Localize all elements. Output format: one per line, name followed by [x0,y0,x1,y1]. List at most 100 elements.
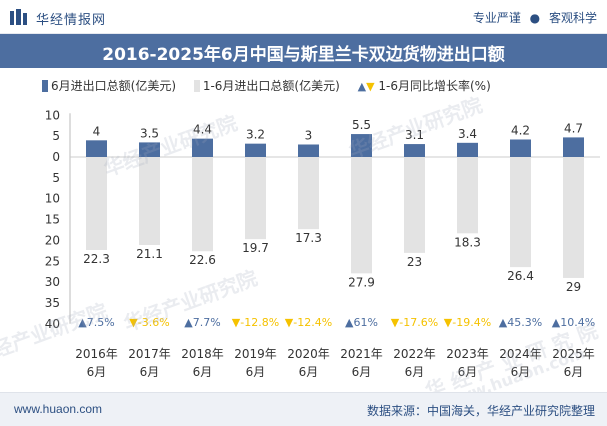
data-label-june: 4.2 [511,123,530,137]
x-tick-label-month: 6月 [246,365,266,379]
tagline-2: 客观科学 [548,11,597,25]
data-label-h1: 21.1 [136,247,163,261]
x-tick-label-year: 2017年 [128,347,171,361]
y-tick-label: 5 [52,129,60,143]
data-label-june: 4.4 [193,123,212,137]
growth-label: ▲7.7% [184,316,220,329]
bar-h1 [298,157,319,230]
footer-website-link[interactable]: www.huaon.com [14,402,103,416]
bar-h1 [139,157,160,245]
footer-source: 数据来源：中国海关，华经产业研究院整理 [366,404,595,418]
data-label-h1: 19.7 [242,241,269,255]
tagline-1: 专业严谨 [472,11,521,25]
y-tick-label: 10 [45,192,60,206]
x-tick-label-year: 2020年 [287,347,330,361]
y-tick-label: 25 [45,254,60,268]
x-tick-label-year: 2022年 [393,347,436,361]
bar-june [510,139,531,157]
bar-june [86,140,107,157]
y-tick-label: 20 [45,233,60,247]
y-tick-label: 5 [52,171,60,185]
data-label-june: 4 [93,124,101,138]
y-tick-label: 40 [45,317,60,331]
legend-swatch-june [42,80,48,92]
growth-label: ▼-12.8% [232,316,279,329]
data-label-june: 3.4 [458,127,477,141]
brand-name: 华经情报网 [36,13,107,28]
growth-label: ▲45.3% [499,316,542,329]
x-tick-label-month: 6月 [564,365,584,379]
y-tick-label: 35 [45,296,60,310]
data-label-h1: 26.4 [507,269,534,283]
footer: www.huaon.com 数据来源：中国海关，华经产业研究院整理 [0,392,607,426]
growth-label: ▼-12.4% [285,316,332,329]
bar-june [139,142,160,157]
x-tick-label-year: 2021年 [340,347,383,361]
x-tick-label-year: 2024年 [499,347,542,361]
legend-up-triangle-icon: ▲ [357,80,367,93]
legend-label-june: 6月进出口总额(亿美元) [51,79,176,93]
x-tick-label-month: 6月 [87,365,107,379]
bar-june [245,143,266,157]
data-label-h1: 18.3 [454,235,481,249]
bar-h1 [351,157,372,274]
x-tick-label-month: 6月 [193,365,213,379]
top-header: 华经情报网 专业严谨 ● 客观科学 [0,0,607,34]
bar-june [563,137,584,157]
legend-down-triangle-icon: ▼ [366,80,375,93]
x-tick-label-month: 6月 [140,365,160,379]
x-tick-label-month: 6月 [405,365,425,379]
x-tick-label-year: 2025年 [552,347,595,361]
data-label-june: 3.1 [405,128,424,142]
chart-title: 2016-2025年6月中国与斯里兰卡双边货物进出口额 [102,45,505,65]
data-label-june: 4.7 [564,121,583,135]
bar-h1 [510,157,531,268]
data-label-h1: 29 [566,280,581,294]
y-tick-label: 10 [45,108,60,122]
x-tick-label-month: 6月 [511,365,531,379]
data-label-h1: 17.3 [295,231,322,245]
legend-swatch-h1 [193,80,200,92]
tagline-dot: ● [529,11,541,25]
y-tick-label: 0 [52,150,60,164]
chart-area: 10 5 0 5 10 15 20 25 30 35 40 22.3 4 ▲7.5% 2016年 6月 21.1… [45,108,600,379]
legend-item-june: 6月进出口总额(亿美元) [42,77,176,94]
chart-legend: 6月进出口总额(亿美元) 1-6月进出口总额(亿美元) ▲▼ 1-6月同比增长率… [42,77,505,93]
bar-h1 [245,157,266,240]
data-label-h1: 27.9 [348,275,375,289]
growth-label: ▼-3.6% [129,316,169,329]
data-label-june: 3.5 [140,126,159,140]
data-label-h1: 23 [407,255,422,269]
x-tick-label-month: 6月 [458,365,478,379]
x-tick-label-year: 2023年 [446,347,489,361]
legend-item-h1: 1-6月进出口总额(亿美元) [193,77,340,94]
bar-h1 [192,157,213,252]
data-label-june: 3.2 [246,128,265,142]
x-tick-label-month: 6月 [352,365,372,379]
tagline: 专业严谨 ● 客观科学 [473,9,597,26]
x-tick-label-year: 2019年 [234,347,277,361]
legend-item-growth: ▲▼ 1-6月同比增长率(%) [358,77,491,94]
x-tick-label-year: 2018年 [181,347,224,361]
bar-june [404,144,425,157]
data-label-h1: 22.3 [83,252,110,266]
growth-label: ▲7.5% [78,316,114,329]
bar-h1 [86,157,107,250]
bar-june [192,138,213,157]
growth-label: ▲10.4% [552,316,595,329]
x-tick-label-year: 2016年 [75,347,118,361]
legend-label-growth: 1-6月同比增长率(%) [378,79,491,93]
bar-june [298,144,319,157]
bar-june [351,134,372,157]
data-label-june: 5.5 [352,118,371,132]
bar-h1 [457,157,478,234]
growth-label: ▼-19.4% [444,316,491,329]
title-bar: 2016-2025年6月中国与斯里兰卡双边货物进出口额 [0,34,607,68]
huajing-logo-icon [10,9,27,25]
y-tick-label: 30 [45,275,60,289]
legend-label-h1: 1-6月进出口总额(亿美元) [202,79,340,93]
bar-june [457,142,478,157]
bar-h1 [563,157,584,278]
growth-label: ▲61% [345,316,378,329]
data-label-june: 3 [305,128,313,142]
